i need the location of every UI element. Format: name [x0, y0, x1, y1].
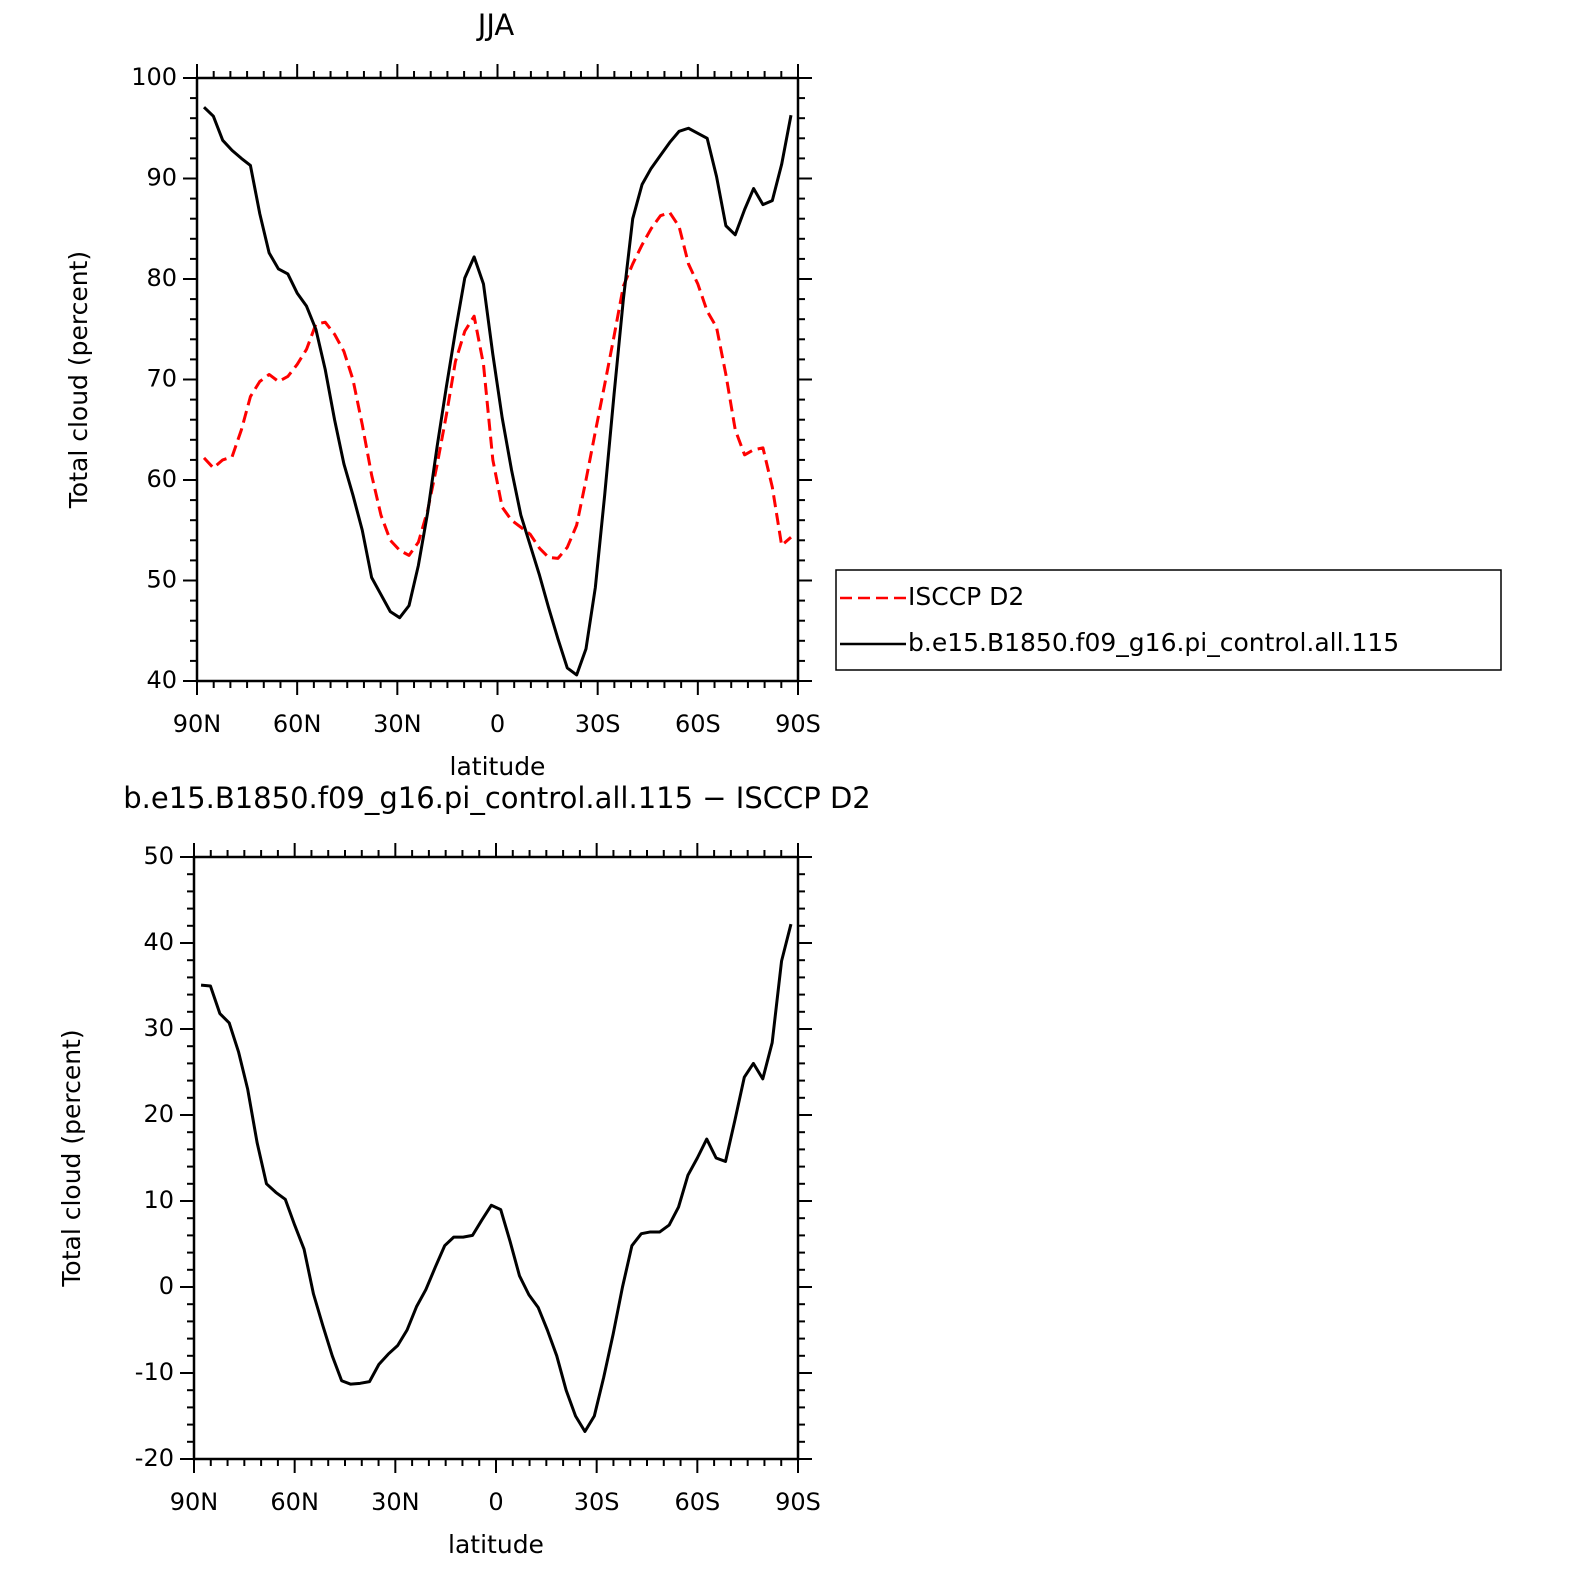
y-tick-label: 50 [146, 566, 177, 594]
plot-frame [195, 76, 800, 683]
x-tick-label: 90S [775, 1488, 821, 1516]
series-line [202, 106, 793, 677]
x-tick-label: 90N [170, 1488, 219, 1516]
legend-label: b.e15.B1850.f09_g16.pi_control.all.115 [908, 628, 1399, 657]
x-tick-label: 30S [575, 710, 621, 738]
series-line [202, 211, 792, 560]
x-tick-label: 60S [674, 1488, 720, 1516]
y-tick-label: 90 [146, 164, 177, 192]
x-tick-label: 30N [373, 710, 422, 738]
x-tick-label: 60S [675, 710, 721, 738]
y-axis-label: Total cloud (percent) [57, 1029, 86, 1287]
y-tick-label: 0 [159, 1272, 174, 1300]
y-tick-label: 70 [146, 365, 177, 393]
y-tick-label: 60 [146, 465, 177, 493]
x-tick-label: 60N [273, 710, 322, 738]
x-tick-label: 0 [490, 710, 505, 738]
y-tick-label: -20 [135, 1444, 174, 1472]
chart-title: JJA [476, 8, 515, 42]
y-tick-label: 10 [143, 1186, 174, 1214]
x-tick-label: 30N [371, 1488, 420, 1516]
legend-box [835, 569, 1502, 671]
x-tick-label: 30S [574, 1488, 620, 1516]
x-tick-label: 60N [270, 1488, 319, 1516]
y-tick-label: 50 [143, 842, 174, 870]
x-axis-label: latitude [450, 752, 546, 781]
chart-title: b.e15.B1850.f09_g16.pi_control.all.115 −… [123, 781, 871, 815]
y-tick-label: 40 [143, 928, 174, 956]
x-tick-label: 90S [775, 710, 821, 738]
y-tick-label: 30 [143, 1014, 174, 1042]
plot-frame [192, 855, 800, 1461]
legend-label: ISCCP D2 [908, 582, 1024, 611]
y-tick-label: 40 [146, 666, 177, 694]
series-line [200, 923, 793, 1433]
x-tick-label: 0 [488, 1488, 503, 1516]
y-tick-label: 80 [146, 264, 177, 292]
x-axis-label: latitude [448, 1530, 544, 1559]
x-tick-label: 90N [173, 710, 222, 738]
y-tick-label: -10 [135, 1358, 174, 1386]
y-tick-label: 100 [131, 63, 177, 91]
y-axis-label: Total cloud (percent) [64, 251, 93, 509]
y-tick-label: 20 [143, 1100, 174, 1128]
